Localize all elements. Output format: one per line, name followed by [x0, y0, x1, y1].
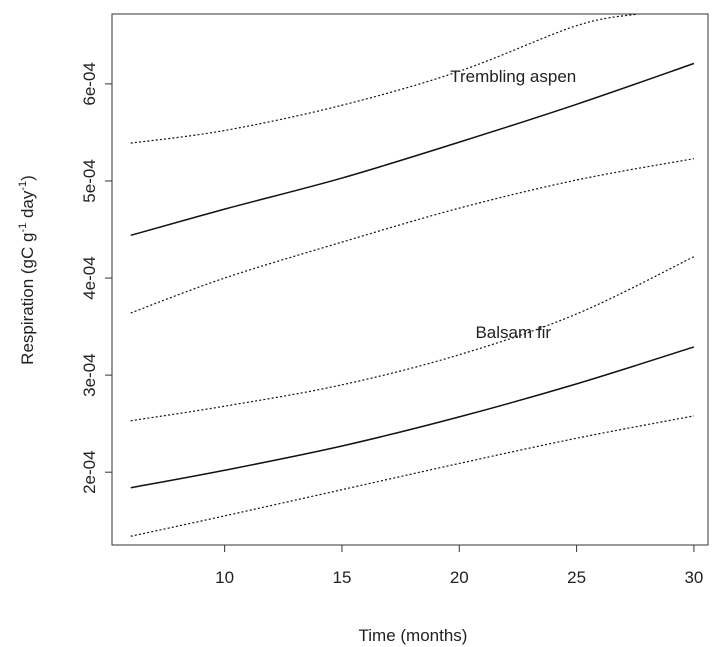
y-axis-title-mid: day	[18, 190, 37, 223]
ci-line-3	[130, 256, 695, 422]
annotations: Trembling aspen Balsam fir	[450, 67, 576, 342]
x-tick-label: 25	[567, 568, 586, 587]
x-tick-label: 10	[215, 568, 234, 587]
ci-line-0	[130, 14, 638, 144]
x-tick-label: 15	[332, 568, 351, 587]
y-tick-label: 4e-04	[80, 256, 99, 299]
y-axis-title: Respiration (gC g-1 day-1)	[17, 175, 37, 365]
y-axis-title-sup2: -1	[17, 181, 29, 191]
ci-line-2	[130, 158, 695, 314]
y-axis: 2e-04 3e-04 4e-04 5e-04 6e-04	[80, 62, 113, 494]
x-axis: 10 15 20 25 30	[215, 544, 703, 587]
x-tick-label: 30	[684, 568, 703, 587]
y-axis-title-end: )	[18, 175, 37, 181]
fit-line-4	[130, 346, 695, 489]
y-tick-label: 5e-04	[80, 159, 99, 202]
y-axis-title-main: Respiration (gC g	[18, 233, 37, 365]
plot-frame	[111, 13, 709, 546]
y-tick-label: 3e-04	[80, 353, 99, 396]
series-annotation: Trembling aspen	[450, 67, 576, 86]
y-axis-title-sup1: -1	[17, 223, 29, 233]
y-tick-label: 6e-04	[80, 62, 99, 105]
series-layer	[130, 14, 695, 537]
ci-line-5	[130, 415, 695, 537]
y-tick-label: 2e-04	[80, 450, 99, 493]
x-axis-title: Time (months)	[359, 626, 468, 645]
x-tick-label: 20	[450, 568, 469, 587]
fit-line-1	[130, 62, 695, 237]
series-annotation: Balsam fir	[475, 323, 551, 342]
